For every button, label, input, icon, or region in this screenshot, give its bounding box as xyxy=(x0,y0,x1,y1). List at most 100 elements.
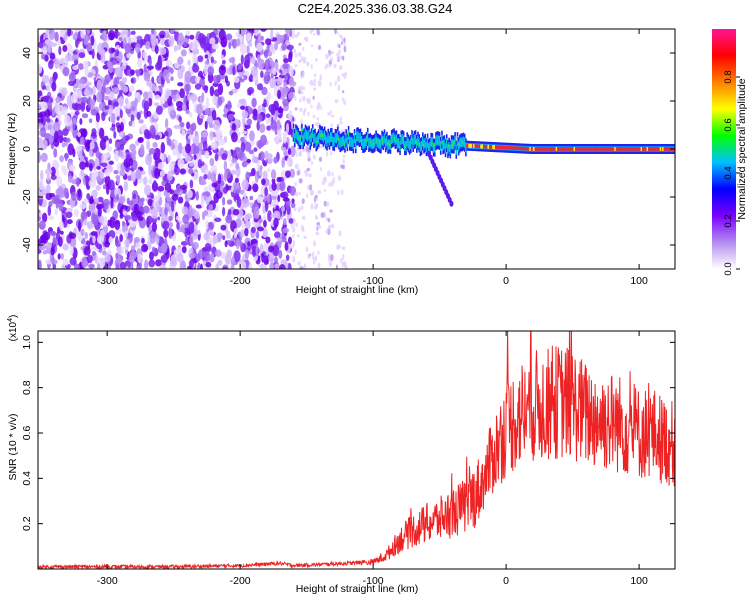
noise-blob xyxy=(154,45,159,55)
noise-blob xyxy=(62,66,70,77)
signal-peak xyxy=(441,141,445,145)
signal-core xyxy=(594,147,596,151)
noise-blob xyxy=(282,197,290,202)
noise-blob xyxy=(329,110,333,114)
signal-peak xyxy=(410,136,414,140)
signal-core xyxy=(581,147,583,151)
noise-blob xyxy=(259,151,265,161)
signal-band-mid xyxy=(396,138,399,149)
noise-blob xyxy=(53,148,58,158)
noise-blob xyxy=(276,176,282,183)
noise-blob xyxy=(192,54,198,64)
signal-core xyxy=(657,147,660,151)
noise-blob xyxy=(318,156,323,162)
noise-blob xyxy=(114,187,122,198)
noise-blob xyxy=(292,239,296,247)
noise-blob xyxy=(227,149,232,162)
noise-blob xyxy=(286,44,294,51)
noise-blob xyxy=(342,154,346,159)
noise-blob xyxy=(249,74,253,82)
signal-core xyxy=(497,145,499,150)
noise-blob xyxy=(177,32,184,45)
noise-blob xyxy=(81,256,88,269)
noise-blob xyxy=(210,141,218,150)
noise-blob xyxy=(41,53,46,60)
signal-peak xyxy=(573,147,577,151)
noise-blob xyxy=(208,221,215,230)
signal-core xyxy=(591,147,594,151)
signal-core xyxy=(521,146,523,151)
noise-blob xyxy=(247,241,251,247)
noise-blob xyxy=(169,259,178,267)
noise-blob xyxy=(145,139,151,151)
noise-blob xyxy=(162,69,170,81)
noise-blob xyxy=(189,253,196,259)
noise-blob xyxy=(272,244,280,257)
noise-blob xyxy=(185,85,190,97)
signal-core xyxy=(651,147,654,151)
noise-blob xyxy=(103,198,110,206)
signal-peak xyxy=(532,147,536,151)
noise-blob xyxy=(67,175,73,183)
noise-blob xyxy=(267,168,271,173)
signal-band-mid xyxy=(442,140,444,151)
noise-blob xyxy=(282,217,287,226)
noise-blob xyxy=(122,85,129,93)
noise-blob xyxy=(177,82,184,87)
noise-blob xyxy=(153,167,161,180)
noise-blob xyxy=(290,145,296,158)
signal-core xyxy=(508,146,510,150)
noise-blob xyxy=(288,91,295,99)
noise-blob xyxy=(250,238,258,245)
noise-blob xyxy=(121,76,127,84)
signal-core xyxy=(505,145,508,150)
noise-blob xyxy=(300,205,304,210)
noise-blob xyxy=(162,220,170,230)
signal-core xyxy=(534,147,537,151)
signal-core xyxy=(601,147,604,151)
signal-core xyxy=(625,147,628,151)
noise-blob xyxy=(75,177,80,187)
noise-blob xyxy=(80,211,88,222)
noise-blob xyxy=(210,56,215,64)
noise-blob xyxy=(208,256,215,263)
noise-blob xyxy=(325,229,329,234)
noise-blob xyxy=(108,179,115,191)
noise-blob xyxy=(164,131,169,137)
noise-blob xyxy=(81,113,89,119)
y-tick-label: 1.0 xyxy=(21,335,33,350)
noise-blob xyxy=(38,238,41,245)
noise-blob xyxy=(107,262,111,269)
noise-blob xyxy=(42,250,48,255)
noise-blob xyxy=(251,97,257,108)
noise-blob xyxy=(177,56,184,65)
signal-core xyxy=(626,147,629,151)
noise-blob xyxy=(38,41,44,49)
noise-blob xyxy=(316,29,320,36)
signal-band-mid xyxy=(322,132,325,143)
noise-blob xyxy=(102,184,107,190)
noise-blob xyxy=(294,95,297,101)
noise-blob xyxy=(77,63,84,71)
noise-blob xyxy=(136,210,142,218)
noise-blob xyxy=(208,123,214,129)
noise-blob xyxy=(75,263,80,269)
noise-blob xyxy=(274,231,281,239)
signal-core xyxy=(667,147,669,151)
noise-blob xyxy=(149,83,157,92)
noise-blob xyxy=(264,200,269,212)
colorbar-tick-label: 0.0 xyxy=(723,262,734,275)
noise-blob xyxy=(299,150,303,157)
noise-blob xyxy=(239,29,246,37)
signal-peak xyxy=(422,143,426,147)
noise-blob xyxy=(143,91,149,100)
snr-xlabel: Height of straight line (km) xyxy=(296,583,419,595)
noise-blob xyxy=(147,198,153,207)
signal-core xyxy=(553,147,556,151)
noise-blob xyxy=(72,54,76,62)
noise-blob xyxy=(303,263,307,269)
noise-blob xyxy=(159,34,165,39)
noise-blob xyxy=(185,30,191,36)
signal-peak xyxy=(366,134,370,138)
